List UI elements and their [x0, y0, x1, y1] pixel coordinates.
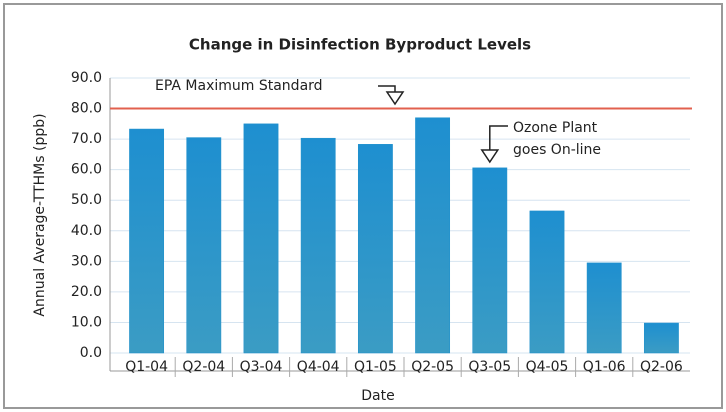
y-tick-label: 90.0 — [71, 70, 102, 86]
annotation-line: goes On-line — [513, 142, 601, 158]
chart-title: Change in Disinfection Byproduct Levels — [189, 36, 531, 54]
bar — [415, 117, 451, 354]
bar — [129, 128, 165, 354]
bar — [186, 137, 222, 354]
bar — [586, 262, 622, 354]
x-tick-label: Q4-04 — [297, 359, 340, 375]
x-tick-label: Q1-06 — [583, 359, 626, 375]
bar — [300, 137, 336, 354]
y-tick-label: 60.0 — [71, 162, 102, 178]
y-tick-label: 30.0 — [71, 253, 102, 269]
y-tick-label: 50.0 — [71, 192, 102, 208]
x-tick-label: Q1-04 — [125, 359, 168, 375]
x-axis-label: Date — [361, 388, 394, 404]
annotation-arrow — [480, 125, 508, 164]
y-tick-label: 20.0 — [71, 284, 102, 300]
bar — [643, 322, 679, 354]
y-tick-label: 70.0 — [71, 131, 102, 147]
bar — [357, 144, 393, 354]
y-tick-label: 0.0 — [80, 345, 102, 361]
bar — [243, 123, 279, 354]
bar — [529, 210, 565, 354]
x-tick-label: Q1-05 — [354, 359, 397, 375]
y-axis-label: Annual Average-TTHMs (ppb) — [32, 113, 48, 316]
reference-arrow — [378, 85, 405, 106]
x-tick-label: Q2-05 — [411, 359, 454, 375]
y-tick-label: 40.0 — [71, 223, 102, 239]
x-tick-label: Q2-06 — [640, 359, 683, 375]
reference-label: EPA Maximum Standard — [155, 78, 323, 94]
x-tick-label: Q3-05 — [468, 359, 511, 375]
x-tick-label: Q2-04 — [182, 359, 225, 375]
bar — [472, 167, 508, 354]
x-tick-label: Q4-05 — [526, 359, 569, 375]
y-tick-label: 10.0 — [71, 314, 102, 330]
y-tick-label: 80.0 — [71, 101, 102, 117]
x-tick-label: Q3-04 — [240, 359, 283, 375]
annotation-line: Ozone Plant — [513, 120, 598, 136]
